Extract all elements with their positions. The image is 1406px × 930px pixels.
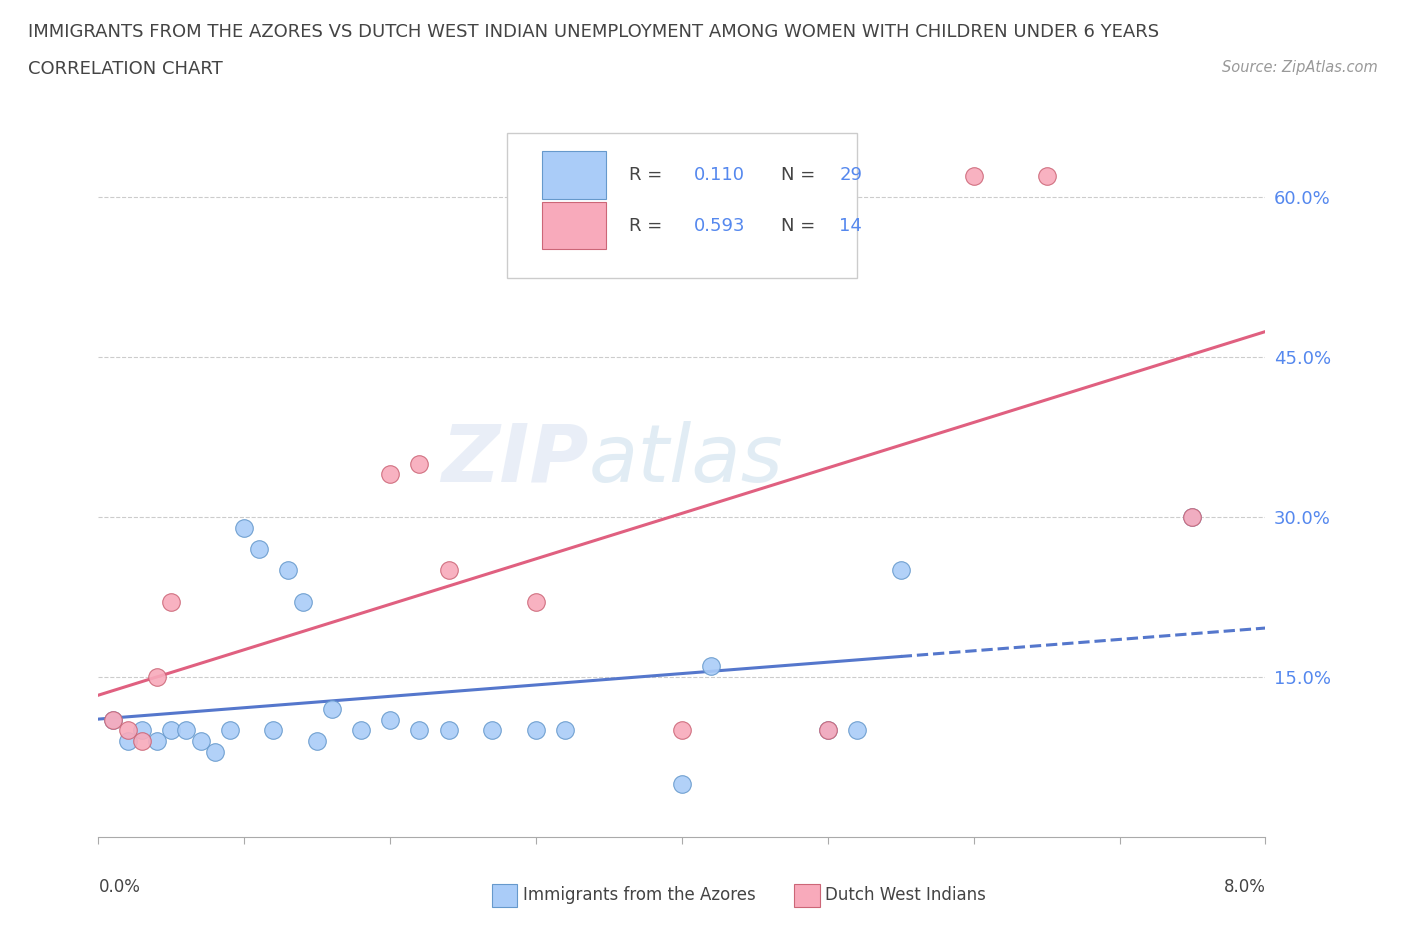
Point	[671, 777, 693, 791]
Point	[233, 520, 256, 535]
Point	[204, 744, 226, 759]
Point	[554, 723, 576, 737]
Text: 14: 14	[839, 218, 862, 235]
Point	[146, 734, 169, 749]
Text: 0.0%: 0.0%	[98, 878, 141, 896]
Point	[817, 723, 839, 737]
Text: R =: R =	[630, 218, 668, 235]
Point	[218, 723, 240, 737]
Text: 8.0%: 8.0%	[1223, 878, 1265, 896]
Point	[263, 723, 285, 737]
Text: Immigrants from the Azores: Immigrants from the Azores	[523, 885, 756, 904]
Point	[481, 723, 503, 737]
Point	[131, 723, 153, 737]
Point	[700, 658, 723, 673]
Point	[101, 712, 124, 727]
Point	[817, 723, 839, 737]
Point	[437, 723, 460, 737]
Point	[131, 734, 153, 749]
Point	[350, 723, 373, 737]
Point	[160, 595, 183, 610]
Point	[890, 563, 912, 578]
Point	[1035, 168, 1057, 183]
FancyBboxPatch shape	[541, 203, 606, 249]
Point	[524, 723, 547, 737]
Text: R =: R =	[630, 166, 668, 184]
Text: N =: N =	[782, 218, 821, 235]
Point	[1181, 510, 1204, 525]
Text: N =: N =	[782, 166, 821, 184]
Point	[247, 541, 270, 556]
Point	[671, 723, 693, 737]
Text: Source: ZipAtlas.com: Source: ZipAtlas.com	[1222, 60, 1378, 75]
Point	[963, 168, 986, 183]
Point	[117, 734, 139, 749]
Point	[117, 723, 139, 737]
Point	[174, 723, 197, 737]
Text: IMMIGRANTS FROM THE AZORES VS DUTCH WEST INDIAN UNEMPLOYMENT AMONG WOMEN WITH CH: IMMIGRANTS FROM THE AZORES VS DUTCH WEST…	[28, 23, 1159, 41]
Point	[321, 701, 343, 716]
Text: Dutch West Indians: Dutch West Indians	[825, 885, 986, 904]
Point	[437, 563, 460, 578]
Point	[291, 595, 314, 610]
Point	[190, 734, 212, 749]
Point	[380, 712, 402, 727]
Point	[408, 457, 430, 472]
Text: atlas: atlas	[589, 420, 783, 498]
Point	[1181, 510, 1204, 525]
FancyBboxPatch shape	[508, 133, 858, 278]
Point	[101, 712, 124, 727]
Text: 29: 29	[839, 166, 862, 184]
Point	[160, 723, 183, 737]
Text: CORRELATION CHART: CORRELATION CHART	[28, 60, 224, 78]
Point	[146, 670, 169, 684]
Point	[408, 723, 430, 737]
Text: 0.593: 0.593	[693, 218, 745, 235]
Point	[277, 563, 299, 578]
Point	[380, 467, 402, 482]
Text: 0.110: 0.110	[693, 166, 745, 184]
Text: ZIP: ZIP	[441, 420, 589, 498]
FancyBboxPatch shape	[541, 152, 606, 199]
Point	[307, 734, 329, 749]
Point	[524, 595, 547, 610]
Point	[846, 723, 869, 737]
